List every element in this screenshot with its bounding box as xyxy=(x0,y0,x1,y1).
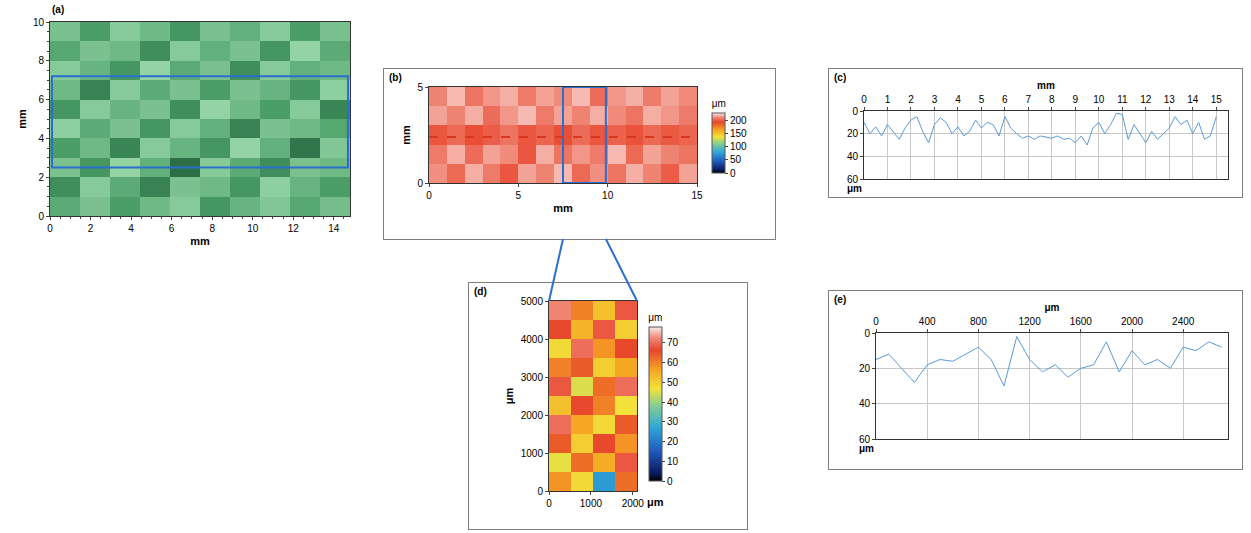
svg-text:mm: mm xyxy=(400,125,412,145)
svg-text:60: 60 xyxy=(667,357,679,368)
html-text:(d): (d) xyxy=(474,286,487,297)
svg-text:μm: μm xyxy=(847,183,862,194)
svg-text:2: 2 xyxy=(88,223,94,234)
svg-text:60: 60 xyxy=(847,174,859,185)
svg-text:10: 10 xyxy=(33,17,45,28)
svg-text:2000: 2000 xyxy=(1121,316,1144,327)
svg-text:0: 0 xyxy=(426,190,432,201)
html-text:(e): (e) xyxy=(834,294,847,305)
svg-text:0: 0 xyxy=(417,178,423,189)
svg-text:15: 15 xyxy=(691,190,703,201)
svg-text:5: 5 xyxy=(516,190,522,201)
svg-text:1000: 1000 xyxy=(580,498,603,509)
svg-text:50: 50 xyxy=(730,154,742,165)
svg-text:14: 14 xyxy=(1187,94,1199,105)
svg-text:8: 8 xyxy=(38,55,44,66)
svg-text:0: 0 xyxy=(47,223,53,234)
svg-text:4: 4 xyxy=(128,223,134,234)
html-text:(c): (c) xyxy=(834,72,847,83)
svg-text:μm: μm xyxy=(648,312,662,323)
svg-text:8: 8 xyxy=(209,223,215,234)
svg-text:11: 11 xyxy=(1117,94,1128,105)
svg-text:4: 4 xyxy=(38,133,44,144)
svg-text:30: 30 xyxy=(667,416,679,427)
svg-text:0: 0 xyxy=(864,328,870,339)
svg-text:0: 0 xyxy=(861,94,867,105)
svg-text:10: 10 xyxy=(667,456,679,467)
svg-text:μm: μm xyxy=(647,496,664,508)
svg-text:μm: μm xyxy=(503,388,515,405)
svg-text:12: 12 xyxy=(288,223,300,234)
svg-text:100: 100 xyxy=(730,141,747,152)
svg-text:20: 20 xyxy=(847,128,859,139)
svg-text:mm: mm xyxy=(553,202,573,214)
svg-text:8: 8 xyxy=(1049,94,1055,105)
svg-text:60: 60 xyxy=(859,434,871,445)
svg-text:150: 150 xyxy=(730,128,747,139)
svg-text:1600: 1600 xyxy=(1070,316,1093,327)
svg-text:800: 800 xyxy=(970,316,987,327)
svg-text:0: 0 xyxy=(873,316,879,327)
svg-text:0: 0 xyxy=(730,168,736,179)
svg-text:5000: 5000 xyxy=(521,296,544,307)
svg-text:3: 3 xyxy=(932,94,938,105)
svg-text:13: 13 xyxy=(1164,94,1176,105)
svg-text:10: 10 xyxy=(1093,94,1105,105)
svg-text:6: 6 xyxy=(38,94,44,105)
svg-text:3000: 3000 xyxy=(521,372,544,383)
svg-text:20: 20 xyxy=(667,436,679,447)
svg-text:6: 6 xyxy=(1002,94,1008,105)
svg-text:4: 4 xyxy=(955,94,961,105)
svg-text:mm: mm xyxy=(190,235,210,247)
svg-text:5: 5 xyxy=(979,94,985,105)
svg-text:2400: 2400 xyxy=(1172,316,1195,327)
svg-text:0: 0 xyxy=(667,476,673,487)
svg-text:1200: 1200 xyxy=(1018,316,1041,327)
svg-text:μm: μm xyxy=(1044,302,1059,313)
svg-text:10: 10 xyxy=(602,190,614,201)
svg-text:15: 15 xyxy=(1211,94,1223,105)
svg-text:40: 40 xyxy=(847,151,859,162)
svg-text:9: 9 xyxy=(1073,94,1079,105)
svg-text:12: 12 xyxy=(1140,94,1152,105)
svg-text:2: 2 xyxy=(38,172,44,183)
svg-text:5: 5 xyxy=(417,82,423,93)
svg-text:2: 2 xyxy=(908,94,914,105)
svg-text:0: 0 xyxy=(546,498,552,509)
svg-text:40: 40 xyxy=(859,398,871,409)
svg-text:μm: μm xyxy=(859,443,874,454)
svg-text:0: 0 xyxy=(852,106,858,117)
svg-text:400: 400 xyxy=(919,316,936,327)
svg-text:70: 70 xyxy=(667,337,679,348)
svg-text:7: 7 xyxy=(1026,94,1032,105)
svg-text:μm: μm xyxy=(712,98,726,109)
svg-text:14: 14 xyxy=(328,223,340,234)
html-text:(a): (a) xyxy=(52,4,65,15)
svg-text:0: 0 xyxy=(38,211,44,222)
svg-text:mm: mm xyxy=(16,109,28,129)
svg-text:6: 6 xyxy=(169,223,175,234)
svg-text:2000: 2000 xyxy=(521,410,544,421)
html-text:(b): (b) xyxy=(389,72,402,83)
svg-text:0: 0 xyxy=(537,486,543,497)
svg-text:40: 40 xyxy=(667,397,679,408)
svg-text:1: 1 xyxy=(885,94,891,105)
svg-text:mm: mm xyxy=(1037,80,1055,91)
svg-text:10: 10 xyxy=(247,223,259,234)
svg-text:2000: 2000 xyxy=(622,498,645,509)
svg-text:1000: 1000 xyxy=(521,448,544,459)
svg-text:20: 20 xyxy=(859,363,871,374)
svg-text:200: 200 xyxy=(730,115,747,126)
svg-text:50: 50 xyxy=(667,377,679,388)
svg-text:4000: 4000 xyxy=(521,334,544,345)
